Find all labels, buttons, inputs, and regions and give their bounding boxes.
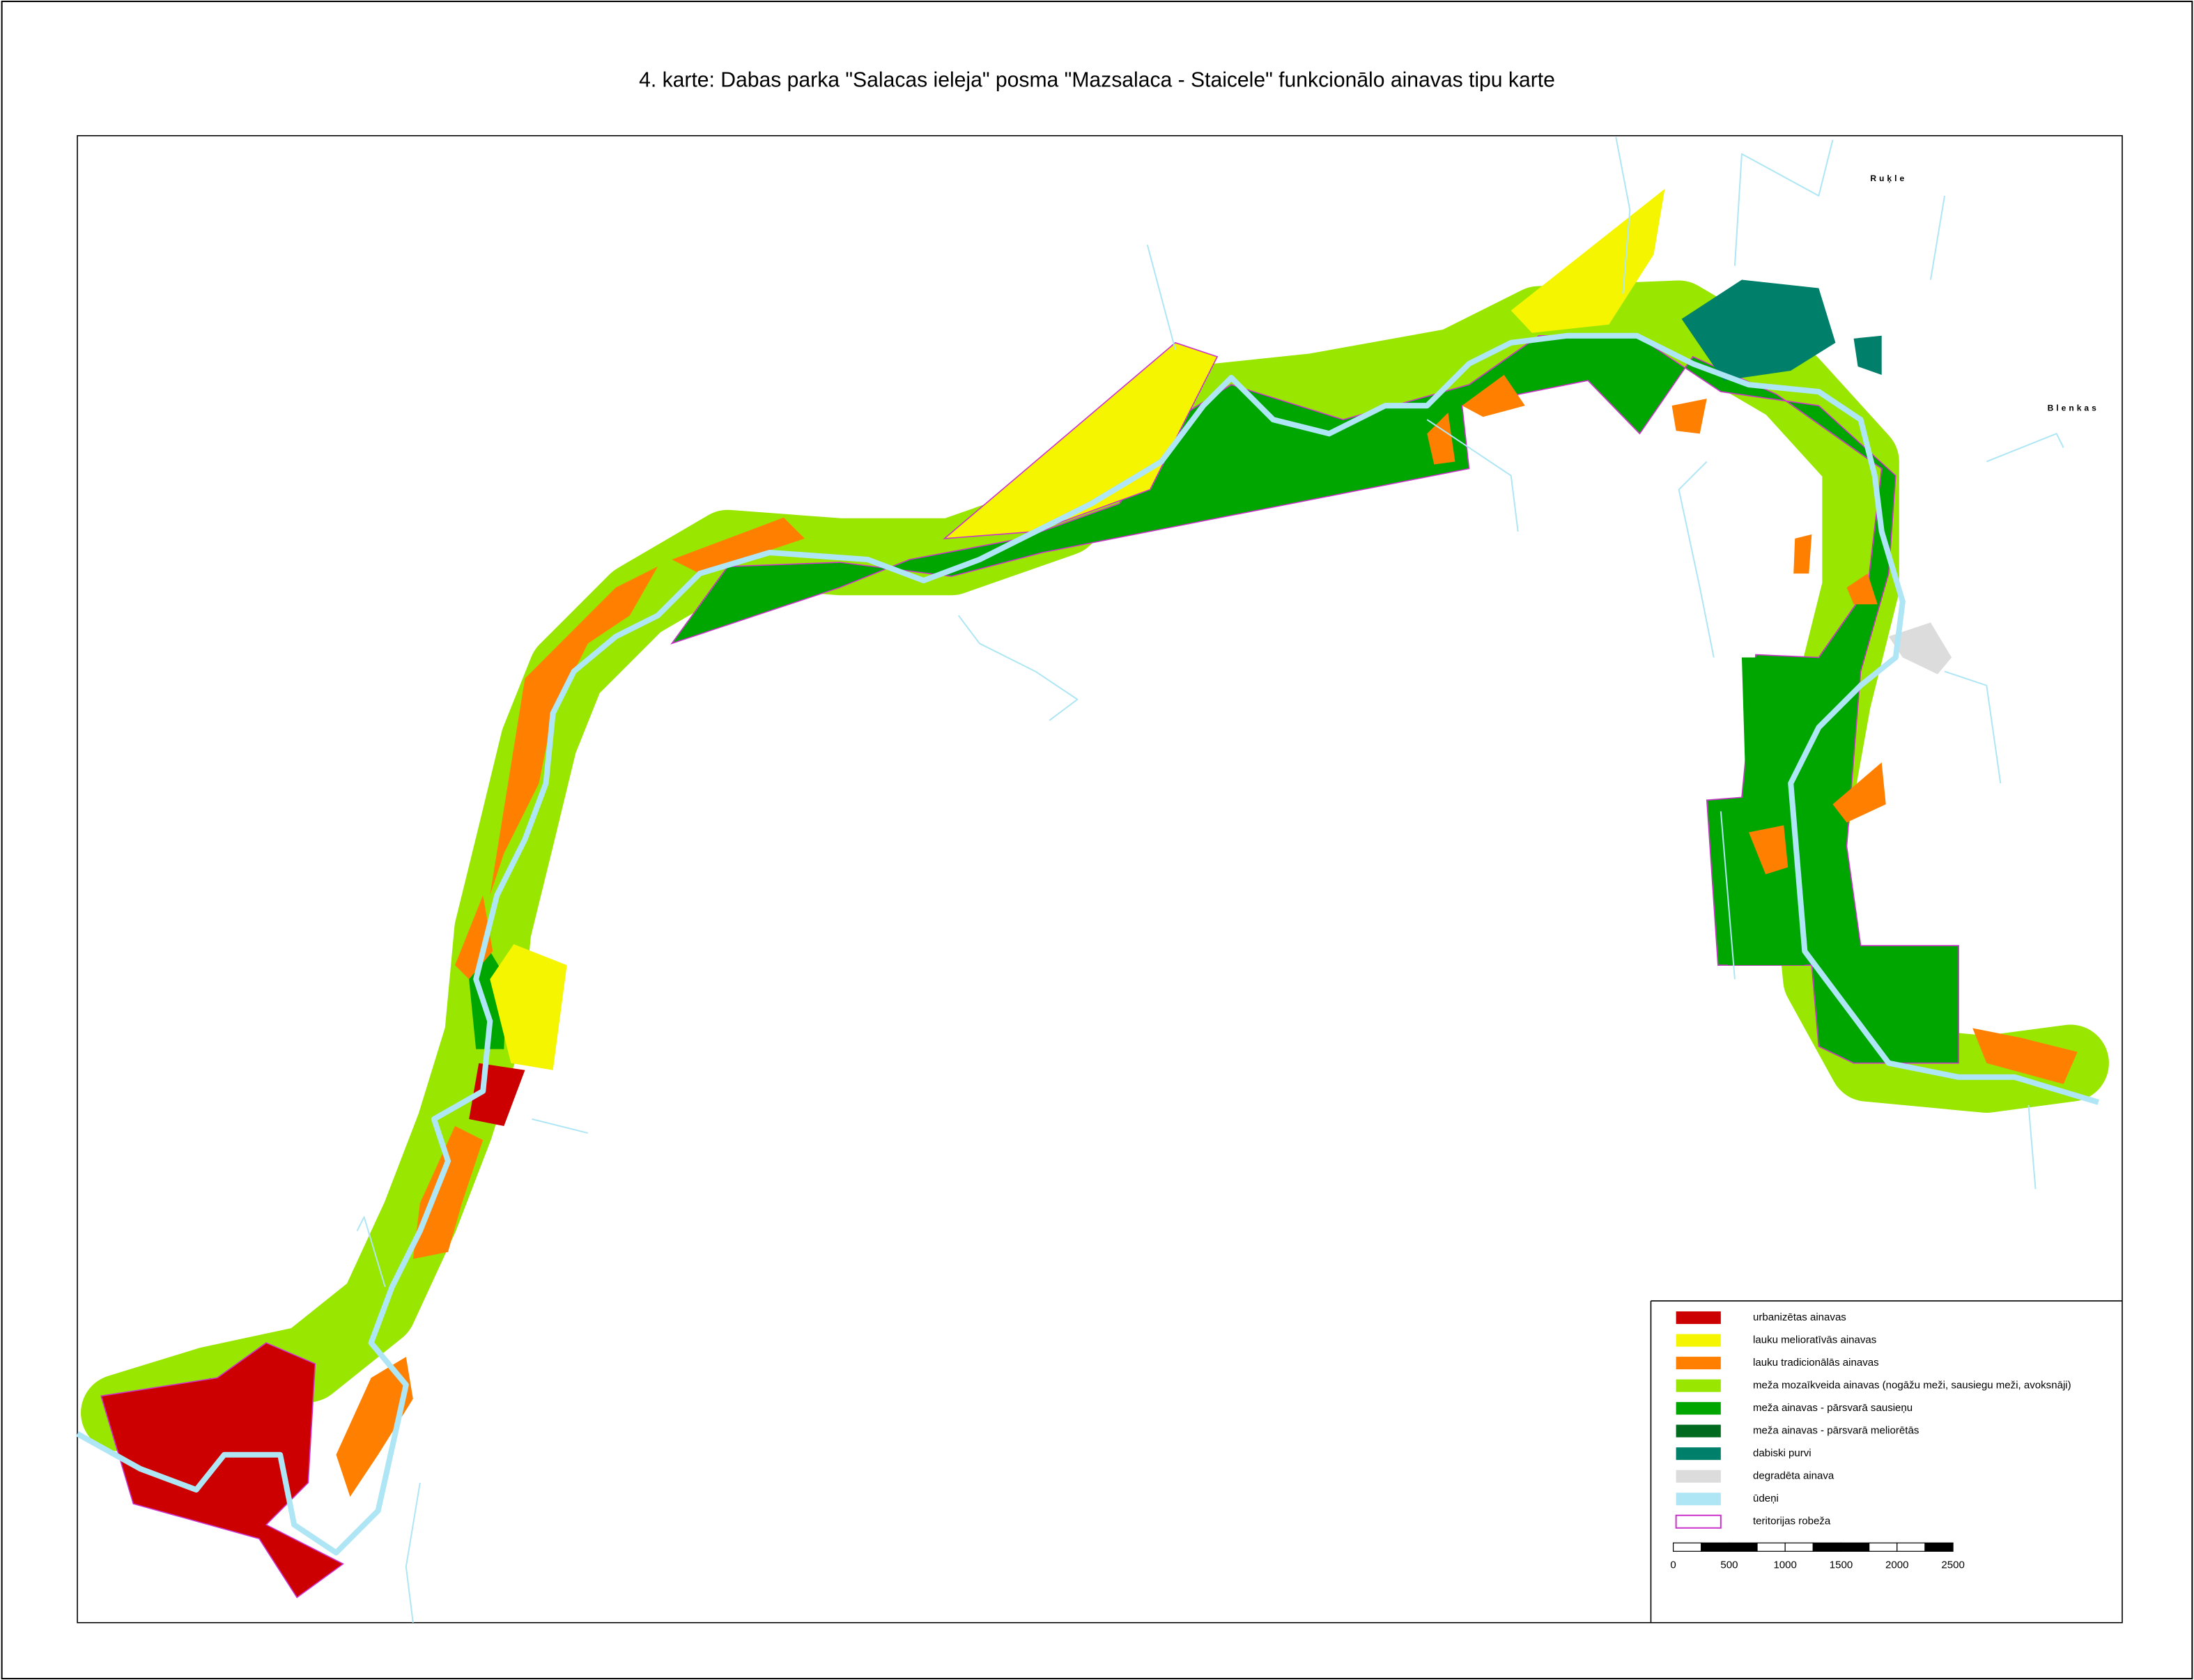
ameliorated-farmland xyxy=(1511,189,1665,333)
tributary xyxy=(957,615,1079,721)
tributary xyxy=(532,1118,589,1134)
land-use xyxy=(81,189,2109,1598)
traditional-farmland xyxy=(1748,825,1789,874)
tributaries xyxy=(356,137,2064,1623)
place-label: Blenkas xyxy=(2048,403,2099,413)
legend-swatch xyxy=(1676,1379,1721,1392)
legend-swatch xyxy=(1676,1470,1721,1483)
scale-segment xyxy=(1672,1542,1702,1552)
scale-segment xyxy=(1784,1542,1814,1552)
tributary xyxy=(405,1482,421,1623)
map-title: 4. karte: Dabas parka "Salacas ieleja" p… xyxy=(639,68,1555,91)
rivers xyxy=(76,137,2100,1623)
scale-segment xyxy=(1869,1542,1898,1552)
traditional-farmland xyxy=(490,567,658,895)
scale-label: 2500 xyxy=(1941,1559,1964,1571)
tributary xyxy=(1733,139,1834,266)
legend-swatch xyxy=(1676,1357,1721,1370)
urban-area xyxy=(100,1342,344,1598)
tributary xyxy=(1986,433,2064,463)
legend: urbanizētas ainavas lauku melioratīvās ai… xyxy=(1650,1300,2122,1623)
legend-swatch xyxy=(1676,1493,1721,1506)
scale-label: 1500 xyxy=(1830,1559,1853,1571)
tributary xyxy=(1720,811,1736,980)
legend-label: dabiski purvi xyxy=(1753,1447,1811,1459)
scale-label: 2000 xyxy=(1885,1559,1908,1571)
ameliorated-farmland xyxy=(490,944,567,1070)
traditional-farmland xyxy=(1462,375,1525,417)
legend-swatch xyxy=(1676,1402,1721,1415)
traditional-farmland xyxy=(336,1357,413,1497)
dry-forest xyxy=(1713,657,1819,966)
legend-label: lauku tradicionālās ainavas xyxy=(1753,1357,1879,1369)
legend-label: urbanizētas ainavas xyxy=(1753,1311,1846,1323)
tributary xyxy=(1426,419,1519,532)
legend-label: meža ainavas - pārsvarā sausieņu xyxy=(1753,1402,1913,1414)
degraded-area xyxy=(1888,622,1952,675)
ameliorated-farmland xyxy=(943,341,1219,539)
tributary xyxy=(1615,137,1631,294)
place-labels: Ruķle Blenkas xyxy=(1870,174,2099,413)
traditional-farmland xyxy=(1972,1028,2078,1084)
legend-swatch xyxy=(1676,1424,1721,1438)
traditional-farmland xyxy=(672,517,805,574)
traditional-farmland xyxy=(1793,534,1812,574)
legend-label: teritorijas robeža xyxy=(1753,1516,1831,1527)
map-frame xyxy=(77,134,2123,1624)
traditional-farmland xyxy=(1846,573,1878,605)
legend-swatch xyxy=(1675,1514,1722,1529)
scale-segment xyxy=(1756,1542,1786,1552)
scale-segment xyxy=(1840,1542,1870,1552)
scale-segment xyxy=(1896,1542,1926,1552)
scale-label: 1000 xyxy=(1773,1559,1796,1571)
traditional-farmland xyxy=(412,1126,484,1259)
tributary xyxy=(2027,1104,2037,1189)
scale-segment xyxy=(1812,1542,1842,1552)
scale-bar: 0 500 1000 1500 2000 2500 xyxy=(1670,1542,1965,1571)
scale-label: 500 xyxy=(1720,1559,1738,1571)
legend-label: meža mozaīkveida ainavas (nogāžu meži, s… xyxy=(1753,1380,2071,1392)
tributary xyxy=(1146,245,1176,350)
traditional-farmland xyxy=(1427,413,1455,465)
scale-segment xyxy=(1924,1542,1954,1552)
legend-swatch xyxy=(1676,1311,1721,1325)
tributary xyxy=(1929,195,1946,280)
tributary xyxy=(356,1216,386,1288)
traditional-farmland xyxy=(1671,399,1707,434)
bog xyxy=(1681,279,1836,381)
tributary xyxy=(1944,670,2002,784)
scale-segment xyxy=(1729,1542,1758,1552)
place-label: Ruķle xyxy=(1870,174,1907,183)
legend-label: degradēta ainava xyxy=(1753,1470,1834,1482)
legend-swatch xyxy=(1676,1447,1721,1461)
scale-segment xyxy=(1701,1542,1730,1552)
salaca-river xyxy=(76,332,2100,1556)
tributary xyxy=(1678,461,1715,658)
traditional-farmland xyxy=(1832,762,1886,823)
legend-label: ūdeņi xyxy=(1753,1493,1779,1504)
legend-label: lauku melioratīvās ainavas xyxy=(1753,1334,1876,1346)
bog xyxy=(1853,335,1882,376)
legend-label: meža ainavas - pārsvarā meliorētās xyxy=(1753,1425,1919,1437)
scale-label: 0 xyxy=(1670,1559,1676,1571)
legend-swatch xyxy=(1676,1334,1721,1347)
